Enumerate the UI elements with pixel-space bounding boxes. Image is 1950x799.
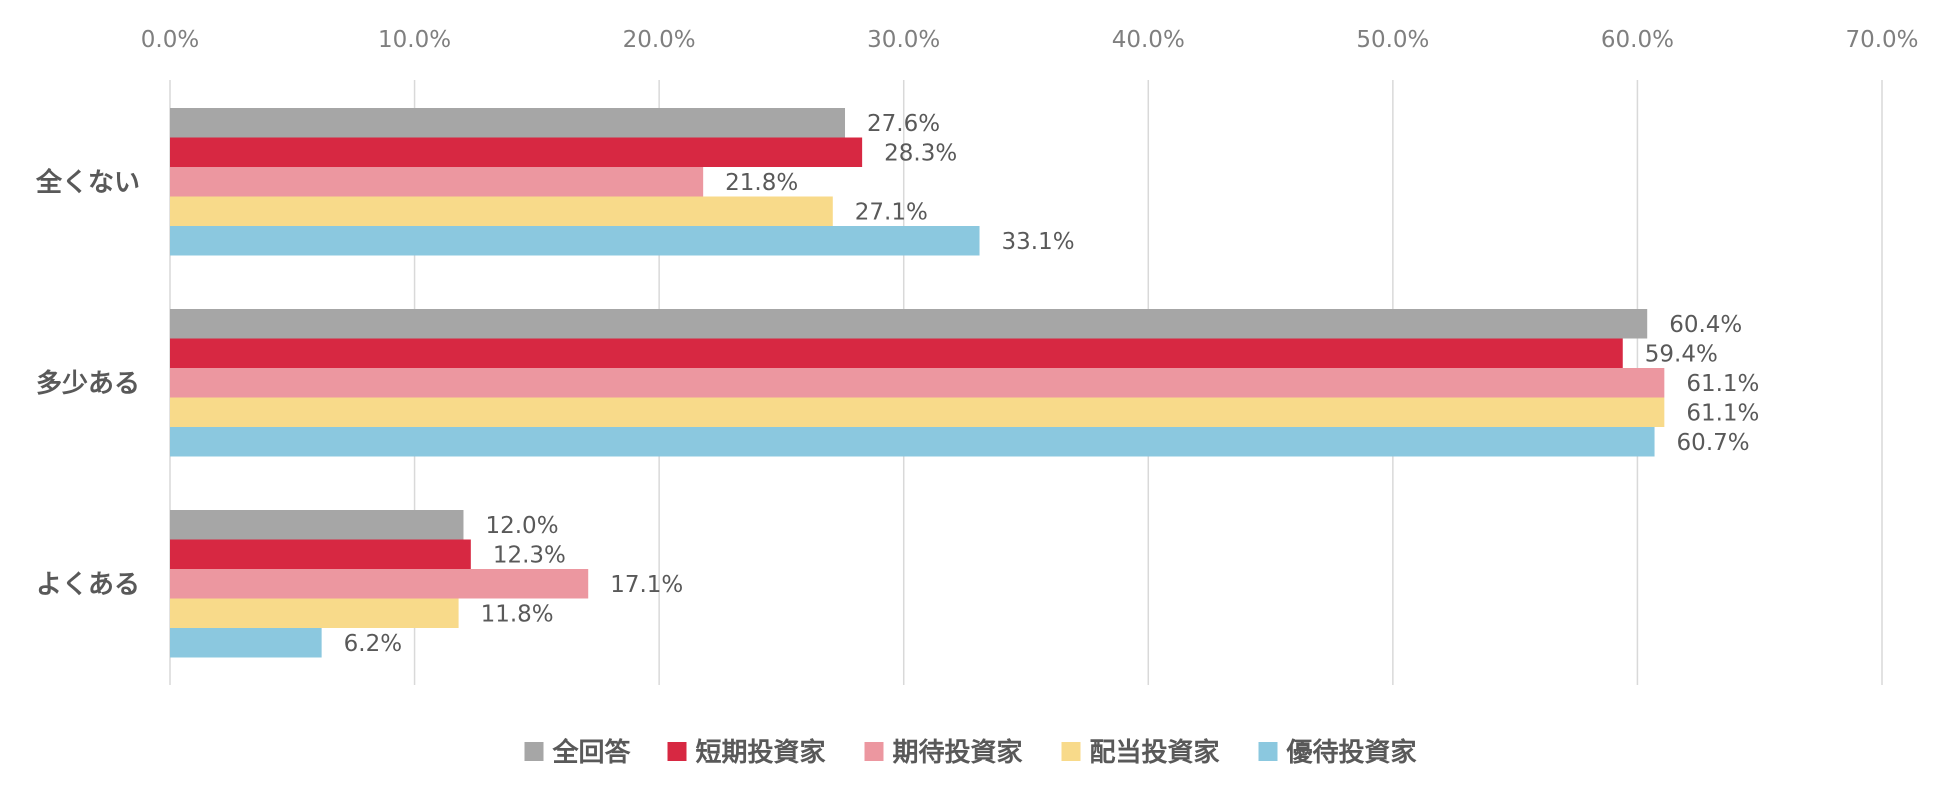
data-label: 60.4% <box>1669 312 1742 338</box>
x-axis-ticks: 0.0% 10.0% 20.0% 30.0% 40.0% 50.0% 60.0% 70.0% <box>141 27 1919 53</box>
data-label: 33.1% <box>1002 229 1075 255</box>
data-label: 59.4% <box>1645 341 1718 367</box>
x-tick-label: 30.0% <box>867 27 940 53</box>
legend-label: 期待投資家 <box>893 737 1023 768</box>
data-label: 17.1% <box>610 572 683 598</box>
legend-swatch <box>1061 742 1081 761</box>
category-label: 全くない <box>35 167 140 198</box>
data-label: 12.3% <box>493 542 566 568</box>
bar <box>170 569 589 599</box>
legend: 全回答 短期投資家 期待投資家 配当投資家 優待投資家 <box>524 737 1417 768</box>
bar <box>170 628 322 658</box>
bar <box>170 368 1665 398</box>
legend-swatch <box>667 742 687 761</box>
data-label: 60.7% <box>1677 430 1750 456</box>
legend-swatch <box>524 742 544 761</box>
bar <box>170 338 1623 368</box>
x-tick-label: 10.0% <box>378 27 451 53</box>
legend-swatch <box>864 742 884 761</box>
bar <box>170 427 1655 457</box>
bar <box>170 309 1648 339</box>
x-tick-label: 0.0% <box>141 27 199 53</box>
bar <box>170 167 704 197</box>
data-label: 27.6% <box>867 111 940 137</box>
bar <box>170 539 471 569</box>
legend-label: 配当投資家 <box>1090 737 1220 768</box>
data-label: 27.1% <box>855 199 928 225</box>
data-label: 11.8% <box>481 601 554 627</box>
data-label: 12.0% <box>485 513 558 539</box>
category-label: よくある <box>36 570 140 600</box>
data-label: 61.1% <box>1686 371 1759 397</box>
bar <box>170 397 1665 427</box>
legend-label: 全回答 <box>552 737 632 768</box>
x-tick-label: 70.0% <box>1845 27 1918 53</box>
x-tick-label: 20.0% <box>623 27 696 53</box>
bar <box>170 108 846 138</box>
legend-swatch <box>1258 742 1278 761</box>
data-label: 61.1% <box>1686 400 1759 426</box>
bar <box>170 137 863 167</box>
data-labels: 27.6% 28.3% 21.8% 27.1% 33.1% 60.4% 59.4% 61.1%… <box>344 111 1760 657</box>
x-tick-label: 40.0% <box>1112 27 1185 53</box>
bar <box>170 226 980 256</box>
bars <box>170 108 1665 658</box>
bar <box>170 510 464 540</box>
bar <box>170 598 459 628</box>
legend-label: 優待投資家 <box>1286 737 1417 768</box>
x-tick-label: 50.0% <box>1356 27 1429 53</box>
legend-label: 短期投資家 <box>696 737 826 768</box>
data-label: 28.3% <box>884 140 957 166</box>
category-label: 多少ある <box>36 369 140 399</box>
data-label: 6.2% <box>344 631 402 657</box>
x-tick-label: 60.0% <box>1601 27 1674 53</box>
data-label: 21.8% <box>725 170 798 196</box>
bar <box>170 196 833 226</box>
